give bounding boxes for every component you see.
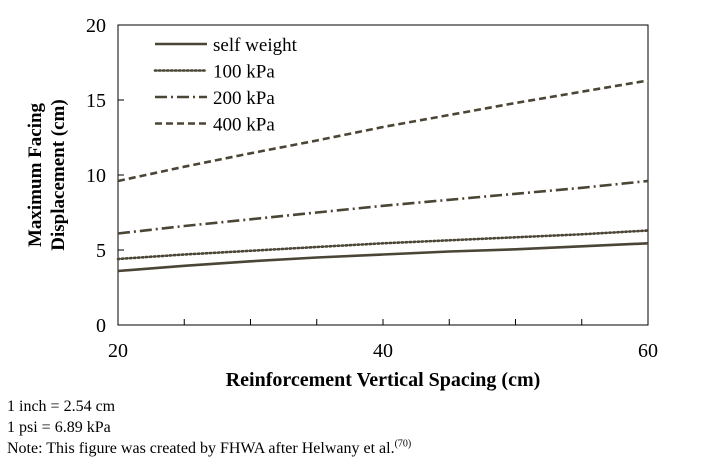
y-tick-label-0: 0 [96, 315, 106, 337]
figure-notes: 1 inch = 2.54 cm 1 psi = 6.89 kPa Note: … [7, 396, 411, 459]
note-psi-conversion: 1 psi = 6.89 kPa [7, 419, 111, 436]
axis-ticks: 0 5 10 15 20 20 40 60 [86, 15, 658, 362]
legend-label-200-kpa: 200 kPa [213, 88, 275, 109]
x-tick-label-40: 40 [373, 340, 393, 362]
series-line-200-kpa [117, 179, 649, 235]
note-source-reference: (70) [394, 438, 412, 450]
y-tick-label-15: 15 [86, 90, 106, 112]
y-axis-title-line-1: Maximum Facing [25, 102, 46, 247]
legend-label-100-kpa: 100 kPa [213, 62, 275, 83]
legend-label-self-weight: self weight [213, 35, 298, 56]
x-tick-label-20: 20 [108, 340, 128, 362]
legend: self weight 100 kPa 200 kPa 400 kPa [153, 35, 298, 136]
chart: 0 5 10 15 20 20 40 60 self weight 100 kPa 200 kPa… [25, 15, 658, 391]
series-line-100-kpa [116, 229, 650, 261]
series-line-self-weight [117, 242, 649, 273]
note-source: Note: This figure was created by FHWA af… [7, 438, 411, 459]
y-axis-title-line-2: Displacement (cm) [48, 99, 69, 250]
x-axis-title: Reinforcement Vertical Spacing (cm) [226, 369, 541, 391]
series-layer [116, 79, 650, 273]
series-line-400-kpa [117, 79, 649, 183]
x-tick-label-60: 60 [638, 340, 658, 362]
y-axis-title: Maximum Facing Displacement (cm) [25, 99, 69, 250]
note-inch-conversion: 1 inch = 2.54 cm [7, 398, 116, 415]
note-source-text: Note: This figure was created by FHWA af… [7, 440, 395, 457]
y-tick-label-5: 5 [96, 240, 106, 262]
y-tick-label-20: 20 [86, 15, 106, 37]
y-tick-label-10: 10 [86, 165, 106, 187]
legend-label-400-kpa: 400 kPa [213, 115, 275, 136]
axis-labels: Reinforcement Vertical Spacing (cm) Maxim… [25, 99, 540, 391]
